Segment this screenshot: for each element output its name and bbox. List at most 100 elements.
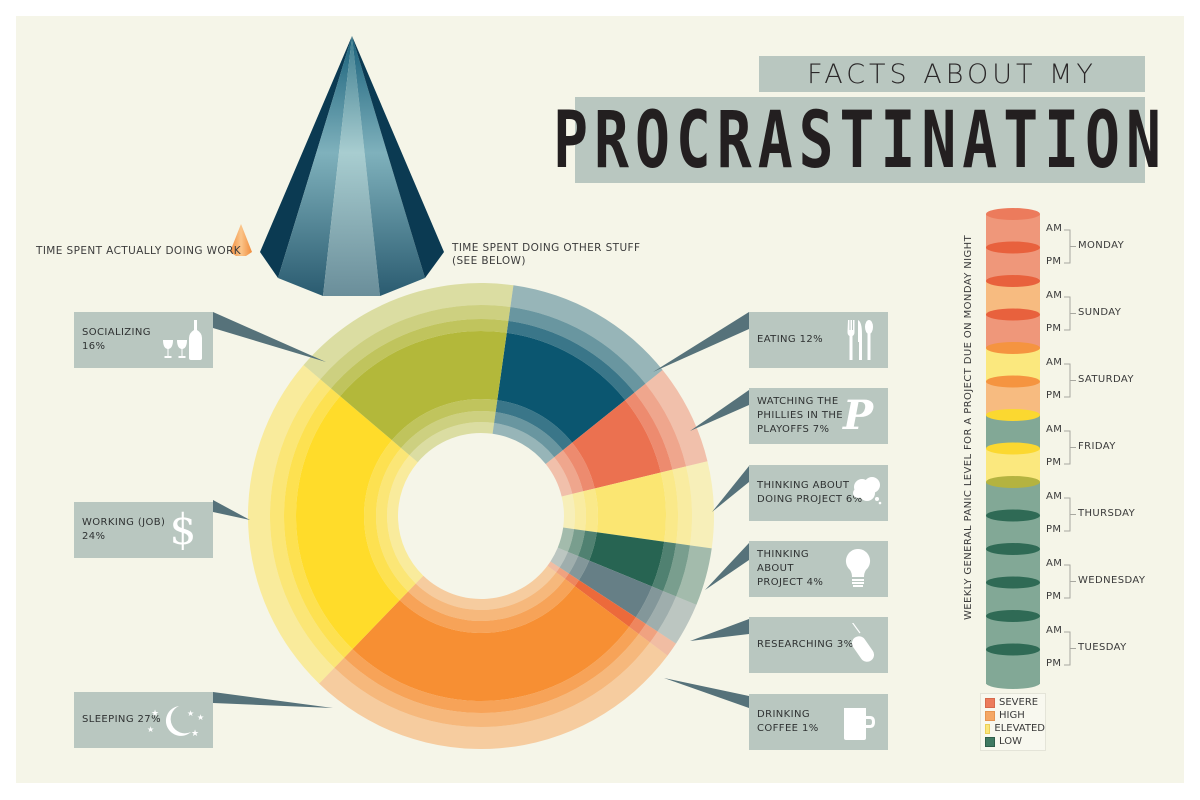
donut-slice [583,488,598,533]
donut-slice [363,440,409,601]
donut-slice [547,561,560,573]
cutlery-icon [847,320,873,360]
dollar-icon: $ [169,505,197,554]
donut-slice [386,455,424,584]
donut-slice [561,493,575,530]
title-banner-main: PROCRASTINATION [553,94,1161,186]
donut-slice [660,469,678,544]
legend-low: LOW [985,735,1045,748]
donut-slice [578,560,653,618]
coffee-label-1: DRINKING [757,709,811,720]
panic-axis-label: WEEKLY GENERAL PANIC LEVEL FOR A PROJECT… [963,234,974,620]
legend-elevated: ELEVATED [985,722,1045,735]
svg-text:★: ★ [147,725,154,734]
socializing-value: 16% [82,341,106,352]
donut-slice [594,472,666,542]
thought-cloud-icon [853,477,882,505]
donut-slice [686,461,714,549]
donut-slice [399,578,575,633]
am-label: AM [1046,223,1063,234]
callout-socializing: SOCIALIZING 16% [74,312,213,368]
donut-slice [634,383,687,470]
donut-slice [550,547,568,568]
donut-slice [492,422,555,464]
coffee-label-2: COFFEE 1% [757,723,819,734]
callout-working: WORKING (JOB) 24% $ [74,502,213,558]
phillies-label-1: WATCHING THE [757,396,839,407]
donut-slice [247,364,335,684]
donut-slice [376,447,416,592]
am-label: AM [1046,625,1063,636]
callout-sleeping: SLEEPING 27% ★ ★ ★ ★ ★ [74,692,213,748]
donut-slice [556,567,569,579]
donut-slice [652,541,677,592]
donut-slice [545,457,573,497]
donut-slice [578,530,597,561]
donut-slice [334,634,650,728]
thinking-label-1: THINKING ABOUT [757,549,809,574]
svg-text:★: ★ [191,729,199,739]
donut-slice [663,543,690,597]
title-banner-top: FACTS ABOUT MY [759,56,1145,92]
donut-slice [494,412,563,458]
am-label: AM [1046,357,1063,368]
donut-slice [340,331,507,441]
donut-slice [649,631,676,656]
donut-slice [567,529,585,557]
small-cone-icon [230,224,252,256]
am-label: AM [1046,424,1063,435]
donut-slice [574,580,636,627]
wine-icon [163,320,202,360]
big-cone-label-line2: (SEE BELOW) [452,255,526,267]
big-cone-icon [260,36,444,296]
am-label: AM [1046,491,1063,502]
donut-slice [270,379,345,668]
donut-slice [283,388,353,658]
donut-slice [303,283,514,380]
moon-stars-icon: ★★ ★ ★★ [147,706,204,739]
donut-slice [408,572,566,621]
donut-slice [495,400,573,451]
pm-label: PM [1046,256,1062,267]
small-cone-label: TIME SPENT ACTUALLY DOING WORK [36,245,242,257]
donut-slice [352,586,630,701]
working-value: 24% [82,531,106,542]
eating-label: EATING 12% [757,334,824,345]
phillies-label-2: PHILLIES IN THE [757,410,843,421]
donut-slice [572,400,661,489]
donut-slice [645,591,677,632]
phillies-p-icon: P [842,392,874,439]
pm-label: PM [1046,323,1062,334]
callout-coffee: DRINKING COFFEE 1% [749,694,888,750]
donut-slice [415,565,557,610]
donut-slice [506,320,635,401]
donut-slice [589,532,665,587]
working-label: WORKING (JOB) [82,517,166,528]
donut-slice [554,450,584,494]
day-label: TUESDAY [1078,641,1127,653]
legend-high-label: HIGH [999,710,1025,721]
thinking-label-2: PROJECT 4% [757,577,824,588]
callout-thinking: THINKING ABOUT PROJECT 4% [749,541,888,597]
donut-slice [401,411,496,456]
donut-slice [344,626,639,714]
callout-thinking-doing: THINKING ABOUT DOING PROJECT 6% [749,465,888,521]
am-label: AM [1046,558,1063,569]
donut-slice [625,392,673,473]
am-label: AM [1046,290,1063,301]
legend-severe-label: SEVERE [999,697,1039,708]
donut-slice [562,442,595,492]
donut-slice [565,573,579,587]
thinking-doing-label-1: THINKING ABOUT [757,480,850,491]
title-line2: PROCRASTINATION [553,94,1167,186]
panic-legend: SEVERE HIGH ELEVATED LOW [980,693,1046,751]
sleeping-label: SLEEPING 27% [82,714,161,725]
day-label: THURSDAY [1078,507,1136,519]
legend-high: HIGH [985,709,1045,722]
donut-slice [676,545,712,605]
pm-label: PM [1046,658,1062,669]
callout-phillies: WATCHING THE PHILLIES IN THE PLAYOFFS 7% P [749,388,888,444]
